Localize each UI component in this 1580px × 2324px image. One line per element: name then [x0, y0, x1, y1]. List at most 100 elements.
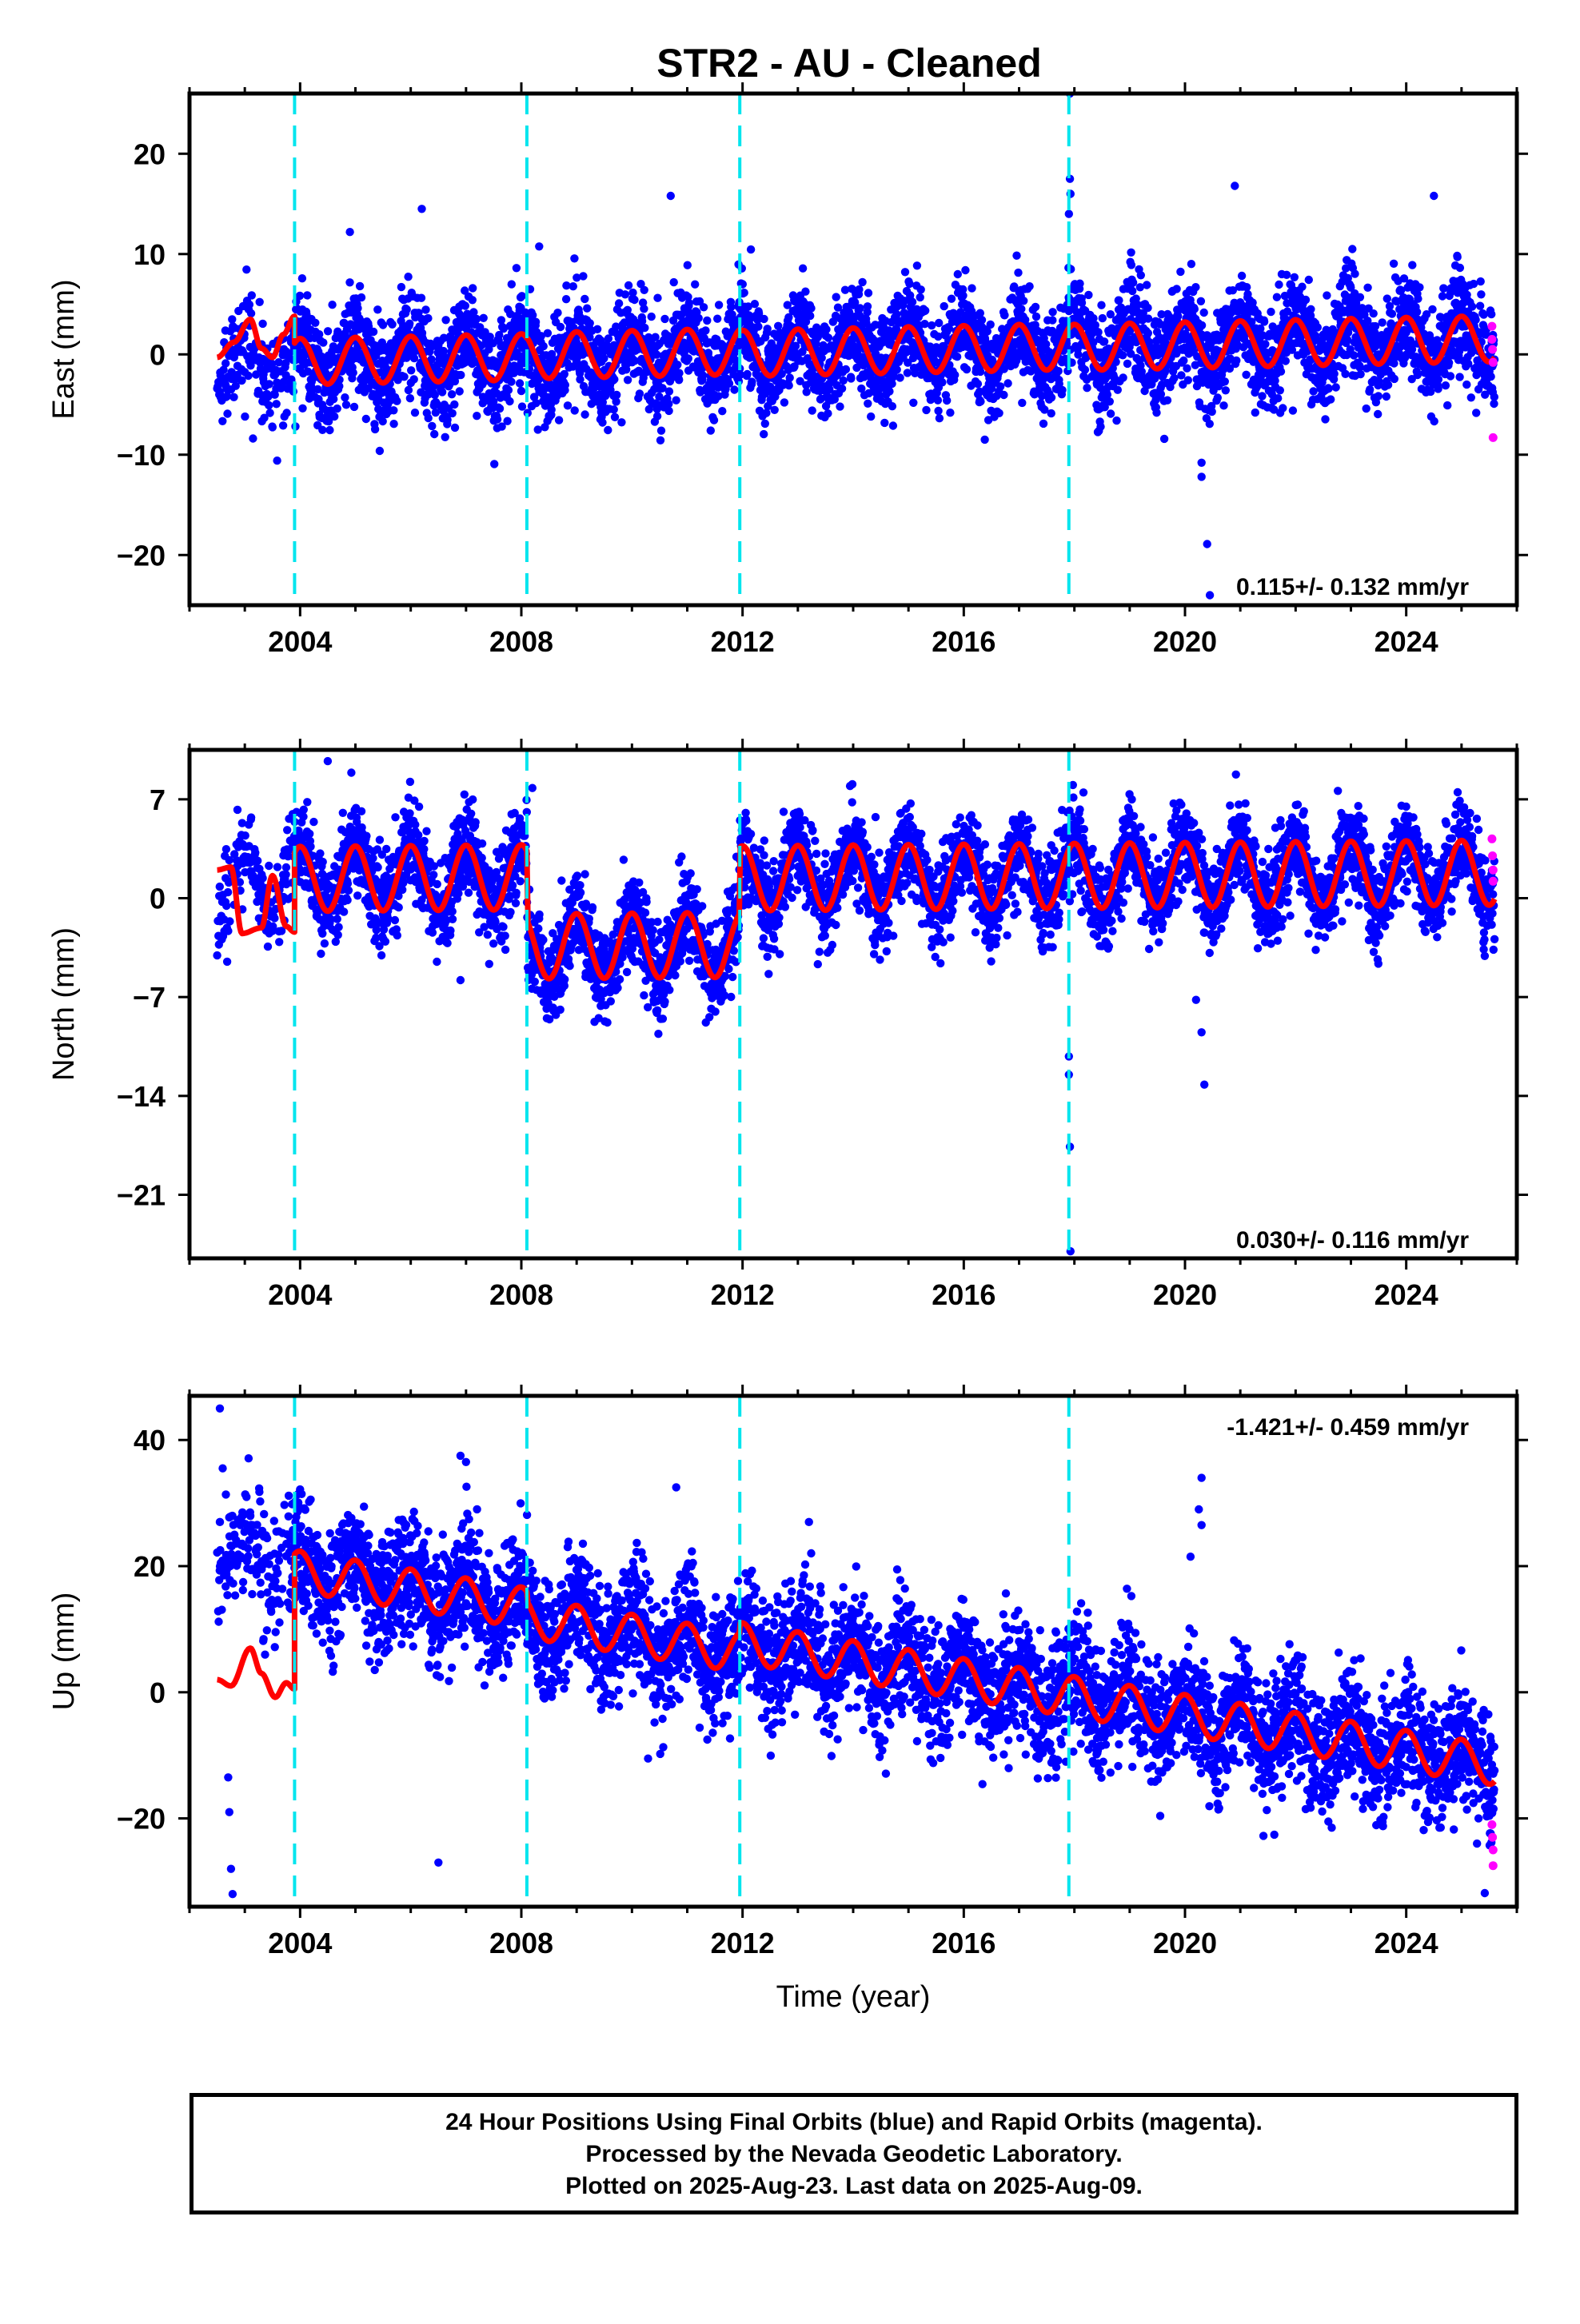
final-point [999, 391, 1007, 399]
final-point [901, 268, 909, 276]
final-point [405, 320, 413, 328]
final-point [855, 285, 863, 293]
final-point [1314, 323, 1322, 331]
final-point [1298, 283, 1306, 291]
final-point [1486, 373, 1494, 381]
final-point [1031, 303, 1039, 311]
final-point [1048, 308, 1056, 316]
final-point [917, 285, 925, 293]
final-point [703, 317, 711, 325]
final-point [916, 293, 924, 301]
outlier-point [1198, 459, 1206, 467]
final-point [612, 391, 620, 399]
outlier-point [667, 192, 675, 200]
final-point [617, 418, 625, 426]
final-point [350, 403, 358, 411]
final-point [953, 353, 961, 361]
plot-area-north [213, 757, 1498, 1256]
final-point [562, 295, 570, 303]
final-point [670, 278, 678, 286]
final-point [640, 286, 648, 294]
final-point [636, 389, 644, 397]
final-point [555, 416, 563, 424]
final-point [1206, 420, 1214, 428]
final-point [1408, 261, 1416, 269]
final-point [1261, 340, 1269, 348]
final-point [448, 390, 456, 398]
final-point [1324, 385, 1332, 393]
final-point [443, 416, 451, 424]
final-point [1490, 393, 1498, 401]
final-point [258, 320, 266, 328]
final-point [379, 321, 387, 329]
final-point [225, 917, 233, 925]
final-point [718, 407, 726, 415]
final-point [411, 409, 419, 417]
final-point [517, 387, 525, 395]
final-point [570, 254, 578, 262]
final-point [1183, 365, 1191, 373]
final-point [1084, 291, 1092, 299]
final-point [1119, 373, 1127, 381]
final-point [710, 416, 718, 424]
outlier-point [534, 425, 542, 433]
final-point [389, 420, 397, 428]
final-point [503, 417, 511, 425]
final-point [333, 405, 341, 413]
final-point [342, 401, 350, 409]
final-point [943, 397, 951, 405]
final-point [583, 305, 591, 313]
final-point [1184, 376, 1192, 384]
final-point [1112, 417, 1120, 425]
final-point [473, 315, 481, 323]
final-point [954, 270, 962, 278]
final-point [995, 409, 1003, 417]
final-point [389, 406, 397, 414]
final-point [1174, 312, 1182, 320]
final-point [303, 291, 311, 299]
final-point [780, 398, 788, 406]
final-point [424, 314, 432, 322]
final-point [785, 381, 793, 389]
final-point [822, 325, 830, 333]
final-point [425, 414, 433, 422]
final-point [653, 294, 661, 302]
final-point [1114, 386, 1122, 394]
final-point [1414, 295, 1422, 303]
final-point [628, 289, 636, 297]
final-point [1221, 377, 1229, 385]
final-point [656, 436, 664, 444]
final-point [493, 415, 501, 423]
final-point [968, 284, 976, 292]
final-point [1012, 252, 1020, 260]
final-point [1187, 260, 1195, 268]
final-point [1017, 305, 1025, 313]
final-point [397, 283, 405, 291]
final-point [1455, 373, 1463, 381]
final-point [1096, 423, 1104, 431]
final-point [1143, 281, 1151, 289]
final-point [713, 315, 721, 323]
final-point [936, 414, 944, 422]
final-point [388, 321, 396, 329]
final-point [1191, 305, 1199, 313]
final-point [1383, 294, 1391, 302]
final-point [880, 419, 888, 427]
final-point [279, 421, 287, 429]
final-point [1439, 285, 1447, 293]
final-point [803, 388, 811, 396]
final-point [640, 305, 648, 313]
final-point [1277, 368, 1285, 376]
rapid-point [1488, 345, 1497, 354]
final-point [1363, 284, 1371, 292]
final-point [449, 409, 457, 417]
final-point [1055, 367, 1063, 375]
final-point [569, 282, 577, 290]
final-point [624, 281, 632, 289]
final-point [228, 315, 236, 323]
final-point [604, 426, 612, 434]
final-point [908, 298, 916, 306]
final-point [1144, 329, 1152, 337]
final-point [318, 426, 326, 434]
